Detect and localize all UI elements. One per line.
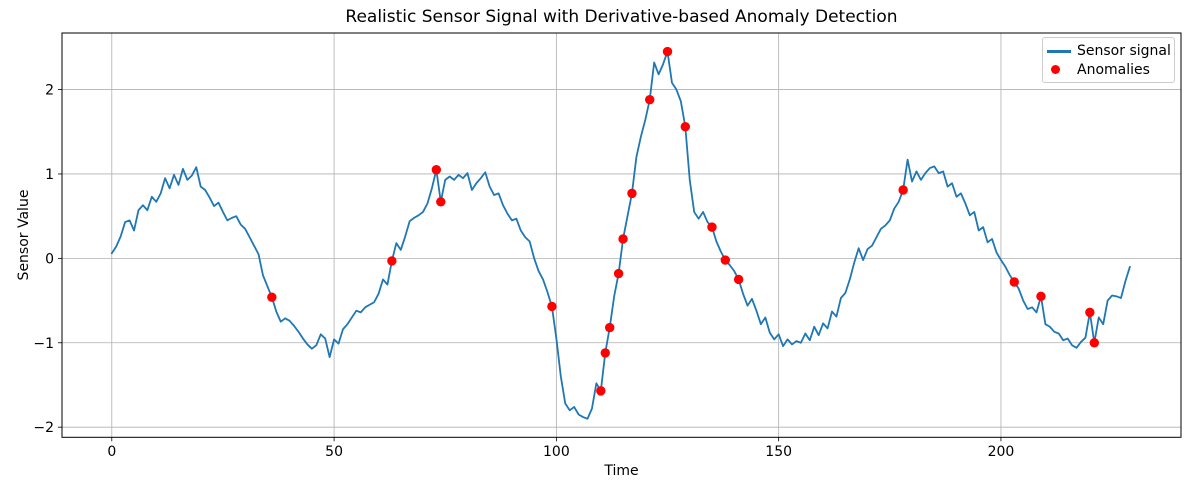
legend-line-sample-icon bbox=[1047, 50, 1071, 53]
anomaly-point bbox=[662, 46, 673, 57]
y-tick-label: 1 bbox=[45, 167, 54, 183]
x-tick-label: 100 bbox=[543, 444, 570, 460]
x-tick-label: 150 bbox=[765, 444, 792, 460]
y-tick-label: −1 bbox=[33, 336, 54, 352]
legend: Sensor signal Anomalies bbox=[1042, 37, 1175, 83]
legend-dot-sample-icon bbox=[1051, 65, 1060, 75]
y-axis-label: Sensor Value bbox=[16, 189, 32, 281]
anomaly-point bbox=[680, 121, 690, 132]
y-tick-label: 0 bbox=[45, 251, 54, 267]
x-axis-label: Time bbox=[604, 463, 639, 479]
legend-item-sensor-signal: Sensor signal bbox=[1047, 42, 1171, 61]
y-tick-label: −2 bbox=[33, 420, 54, 436]
anomaly-point bbox=[898, 185, 908, 195]
chart-title: Realistic Sensor Signal with Derivative-… bbox=[345, 7, 898, 27]
x-tick-label: 0 bbox=[107, 444, 116, 460]
y-tick-label: 2 bbox=[45, 83, 54, 99]
anomaly-point bbox=[431, 165, 442, 175]
plot-border bbox=[61, 32, 1182, 438]
x-tick-label: 50 bbox=[325, 444, 343, 460]
anomaly-point bbox=[547, 301, 557, 312]
anomaly-point bbox=[596, 386, 606, 396]
sensor-signal-line bbox=[110, 50, 1131, 420]
anomaly-point bbox=[1009, 277, 1019, 287]
legend-label-anomalies: Anomalies bbox=[1077, 61, 1150, 78]
anomaly-point bbox=[1089, 338, 1100, 348]
anomaly-point bbox=[600, 348, 610, 358]
anomaly-point bbox=[267, 292, 277, 302]
anomaly-point bbox=[733, 274, 744, 285]
anomaly-point bbox=[436, 197, 446, 207]
legend-sample-area bbox=[1047, 65, 1073, 75]
anomaly-point bbox=[1085, 307, 1095, 318]
legend-sample-area bbox=[1047, 50, 1073, 53]
anomaly-point bbox=[707, 222, 717, 232]
anomaly-point bbox=[627, 188, 637, 199]
anomaly-point bbox=[618, 234, 628, 244]
anomaly-point bbox=[645, 94, 655, 105]
anomaly-point bbox=[720, 255, 731, 265]
anomaly-point bbox=[613, 268, 624, 279]
x-tick-label: 200 bbox=[988, 444, 1015, 460]
legend-label-sensor-signal: Sensor signal bbox=[1077, 43, 1171, 60]
legend-item-anomalies: Anomalies bbox=[1047, 61, 1170, 80]
anomaly-point bbox=[1036, 291, 1046, 302]
anomaly-point bbox=[387, 256, 397, 266]
anomaly-point bbox=[605, 322, 615, 333]
